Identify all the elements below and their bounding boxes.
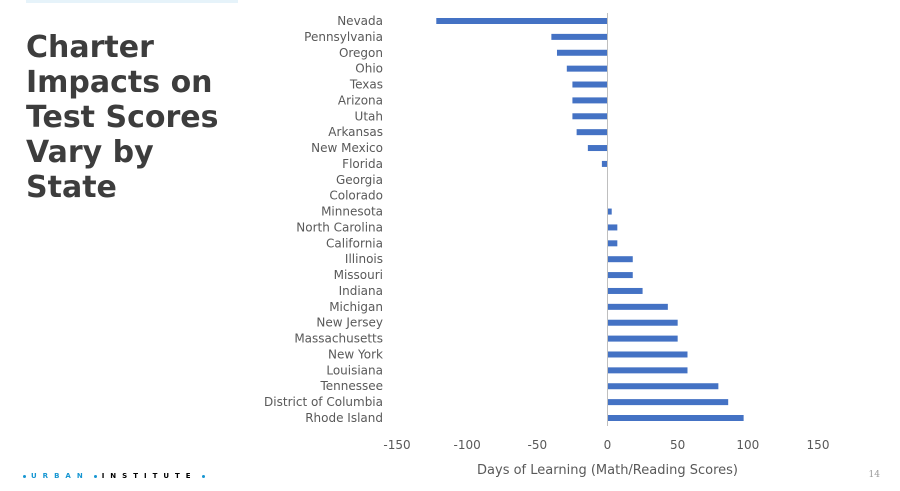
- category-label: Texas: [349, 78, 383, 92]
- category-label: North Carolina: [296, 220, 383, 234]
- bar-indiana: [607, 287, 643, 294]
- urban-institute-logo: URBAN INSTITUTE: [18, 469, 210, 483]
- bar-illinois: [607, 256, 633, 263]
- x-tick-label: 0: [604, 438, 612, 452]
- category-label: Louisiana: [326, 363, 383, 377]
- category-label: Missouri: [334, 268, 383, 282]
- category-label: New Mexico: [311, 141, 383, 155]
- x-tick-label: 150: [807, 438, 830, 452]
- category-labels: Nevada Pennsylvania Oregon Ohio TexasArizona…: [264, 14, 383, 425]
- x-tick-labels: -150 -100 -50 0 50 100 150: [383, 438, 829, 452]
- category-label: Arkansas: [328, 125, 383, 139]
- x-tick-label: -150: [383, 438, 410, 452]
- category-label: Pennsylvania: [304, 30, 383, 44]
- logo-word-urban: URBAN: [31, 472, 89, 480]
- bar-north-carolina: [607, 224, 618, 231]
- category-label: District of Columbia: [264, 395, 383, 409]
- bar-missouri: [607, 272, 633, 279]
- category-label: New York: [328, 347, 383, 361]
- bar-tennessee: [607, 383, 719, 390]
- bar-minnesota: [607, 208, 612, 215]
- category-label: Oregon: [339, 46, 383, 60]
- category-label: Massachusetts: [294, 332, 383, 346]
- bar-nevada: [436, 18, 608, 24]
- bar-oregon: [556, 49, 608, 56]
- bar-arizona: [572, 97, 608, 104]
- bar-texas: [572, 81, 608, 88]
- top-accent-bar: [26, 0, 238, 3]
- page-number: 14: [868, 470, 880, 480]
- bar-new-mexico: [587, 145, 608, 152]
- category-label: California: [326, 236, 383, 250]
- x-tick-label: -100: [454, 438, 481, 452]
- bar-california: [607, 240, 618, 247]
- bar-louisiana: [607, 367, 688, 374]
- bar-pennsylvania: [551, 33, 608, 40]
- logo-dot: [201, 474, 205, 478]
- bar-district-of-columbia: [607, 399, 729, 406]
- bar-rhode-island: [607, 415, 744, 421]
- bar-ohio: [566, 65, 608, 72]
- category-label: Ohio: [355, 62, 383, 76]
- category-label: Indiana: [339, 284, 383, 298]
- category-label: Nevada: [337, 14, 383, 28]
- bar-utah: [572, 113, 608, 120]
- bar-massachusetts: [607, 335, 678, 342]
- logo-word-institute: INSTITUTE: [101, 472, 197, 480]
- x-tick-label: 50: [670, 438, 685, 452]
- category-label: New Jersey: [316, 316, 383, 330]
- category-label: Illinois: [345, 252, 383, 266]
- bar-arkansas: [576, 129, 608, 136]
- category-label: Tennessee: [319, 379, 383, 393]
- category-label: Florida: [342, 157, 383, 171]
- category-label: Michigan: [329, 300, 383, 314]
- logo-dot: [23, 474, 26, 478]
- category-label: Minnesota: [321, 205, 383, 219]
- x-tick-label: 100: [736, 438, 759, 452]
- category-label: Colorado: [329, 189, 383, 203]
- bar-new-york: [607, 351, 688, 358]
- bar-new-jersey: [607, 319, 678, 326]
- category-label: Utah: [355, 109, 383, 123]
- logo-dot: [93, 474, 97, 478]
- bars-group: [436, 18, 744, 421]
- x-tick-label: -50: [528, 438, 548, 452]
- slide-title: Charter Impacts on Test Scores Vary by S…: [26, 30, 219, 205]
- bar-florida: [601, 160, 608, 167]
- category-label: Arizona: [338, 93, 383, 107]
- category-label: Georgia: [336, 173, 383, 187]
- bar-michigan: [607, 303, 668, 310]
- category-label: Rhode Island: [305, 411, 383, 425]
- x-axis-title: Days of Learning (Math/Reading Scores): [477, 463, 738, 478]
